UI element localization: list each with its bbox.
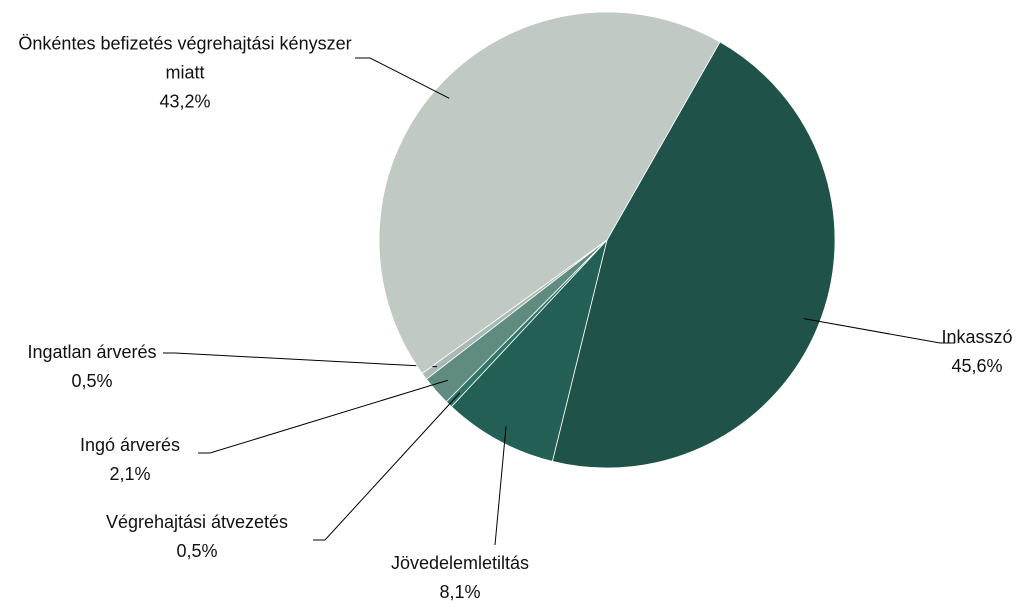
leader-line: [355, 57, 450, 99]
value-label: 45,6%: [951, 356, 1003, 376]
slice-label: Ingatlan árverés 0,5%: [0, 338, 192, 396]
category-label: Önkéntes befizetés végrehajtási kényszer…: [18, 33, 352, 83]
leader-line: [198, 379, 449, 454]
value-label: 0,5%: [71, 371, 113, 391]
leader-line: [163, 352, 438, 368]
leader-line: [313, 392, 461, 541]
slice-label: Inkasszó 45,6%: [907, 323, 1033, 381]
pie-slice: [378, 11, 721, 374]
value-label: 43,2%: [159, 91, 211, 112]
leader-line: [803, 318, 955, 344]
pie-slice: [450, 238, 608, 462]
leader-line: [494, 426, 507, 546]
category-label: Inkasszó: [941, 327, 1013, 347]
category-label: Ingó árverés: [79, 435, 181, 455]
value-label: 2,1%: [109, 464, 151, 484]
category-label: Jövedelemletiltás: [390, 553, 530, 573]
value-label: 0,5%: [176, 541, 218, 561]
pie-slice: [551, 41, 836, 469]
category-label: Ingatlan árverés: [27, 342, 157, 362]
slice-label: Végrehajtási átvezetés 0,5%: [57, 508, 337, 566]
slice-label: Jövedelemletiltás 8,1%: [350, 549, 570, 607]
slice-label: Önkéntes befizetés végrehajtási kényszer…: [0, 30, 370, 117]
slice-label: Ingó árverés 2,1%: [30, 431, 230, 489]
category-label: Végrehajtási átvezetés: [105, 512, 289, 532]
value-label: 8,1%: [439, 582, 481, 602]
